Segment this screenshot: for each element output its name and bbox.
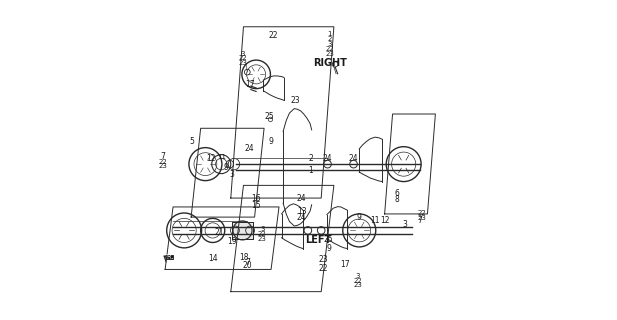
Text: 22: 22 xyxy=(418,210,426,216)
Text: 23: 23 xyxy=(258,236,267,242)
Text: 23: 23 xyxy=(159,163,168,169)
Text: LEFT: LEFT xyxy=(305,235,331,245)
Text: 2: 2 xyxy=(308,154,313,163)
Text: 18: 18 xyxy=(239,253,248,262)
Text: 22: 22 xyxy=(354,277,362,284)
Text: 23: 23 xyxy=(319,255,328,264)
Bar xyxy=(232,222,254,239)
Text: 22: 22 xyxy=(318,264,328,273)
Text: 3: 3 xyxy=(328,41,332,47)
Text: 23: 23 xyxy=(418,215,426,221)
Text: 15: 15 xyxy=(252,201,261,210)
Text: 11: 11 xyxy=(370,216,379,225)
Text: 22: 22 xyxy=(258,231,267,237)
Text: 25: 25 xyxy=(324,236,334,244)
Text: 23: 23 xyxy=(238,60,247,66)
Text: 3: 3 xyxy=(403,220,408,228)
Text: 24: 24 xyxy=(297,213,306,222)
Text: 21: 21 xyxy=(214,228,224,237)
Text: 7: 7 xyxy=(245,258,250,267)
Text: 1: 1 xyxy=(308,166,313,175)
Text: 12: 12 xyxy=(381,216,390,225)
Text: 17: 17 xyxy=(246,80,255,89)
Text: 5: 5 xyxy=(189,137,194,146)
Text: 11: 11 xyxy=(218,155,226,160)
Text: 23: 23 xyxy=(325,51,334,57)
Text: 9: 9 xyxy=(223,164,228,172)
Text: 3: 3 xyxy=(355,273,360,279)
Text: 22: 22 xyxy=(325,46,334,52)
Text: 7: 7 xyxy=(417,216,422,225)
Text: 6: 6 xyxy=(395,189,400,198)
Text: 3: 3 xyxy=(240,51,245,57)
Text: RIGHT: RIGHT xyxy=(313,58,347,68)
Text: 23: 23 xyxy=(353,282,362,288)
Text: 20: 20 xyxy=(242,261,252,270)
Text: 22: 22 xyxy=(238,55,247,61)
Text: 19: 19 xyxy=(227,237,236,246)
Text: 16: 16 xyxy=(252,194,261,203)
Text: 24: 24 xyxy=(349,154,358,163)
Text: 8: 8 xyxy=(395,195,400,204)
Bar xyxy=(232,222,254,239)
Text: 3: 3 xyxy=(229,170,234,179)
Text: 13: 13 xyxy=(297,207,306,216)
Text: 23: 23 xyxy=(291,96,300,105)
Text: 17: 17 xyxy=(340,260,350,269)
Bar xyxy=(165,255,173,259)
Text: 9: 9 xyxy=(269,137,274,146)
Text: 25: 25 xyxy=(264,112,274,121)
Text: 24: 24 xyxy=(323,154,333,163)
Text: 24: 24 xyxy=(244,144,254,153)
Text: 12: 12 xyxy=(206,154,216,163)
Text: 14: 14 xyxy=(209,254,218,263)
Text: FR.: FR. xyxy=(164,254,174,260)
Text: 7: 7 xyxy=(161,152,165,161)
Text: 9: 9 xyxy=(326,244,331,253)
Text: 24: 24 xyxy=(297,194,306,203)
Text: 2: 2 xyxy=(328,36,332,42)
Text: 1: 1 xyxy=(328,31,332,37)
Text: 9: 9 xyxy=(357,213,362,222)
Text: 22: 22 xyxy=(269,31,278,40)
Text: 22: 22 xyxy=(159,159,168,164)
Text: 3: 3 xyxy=(260,226,265,232)
